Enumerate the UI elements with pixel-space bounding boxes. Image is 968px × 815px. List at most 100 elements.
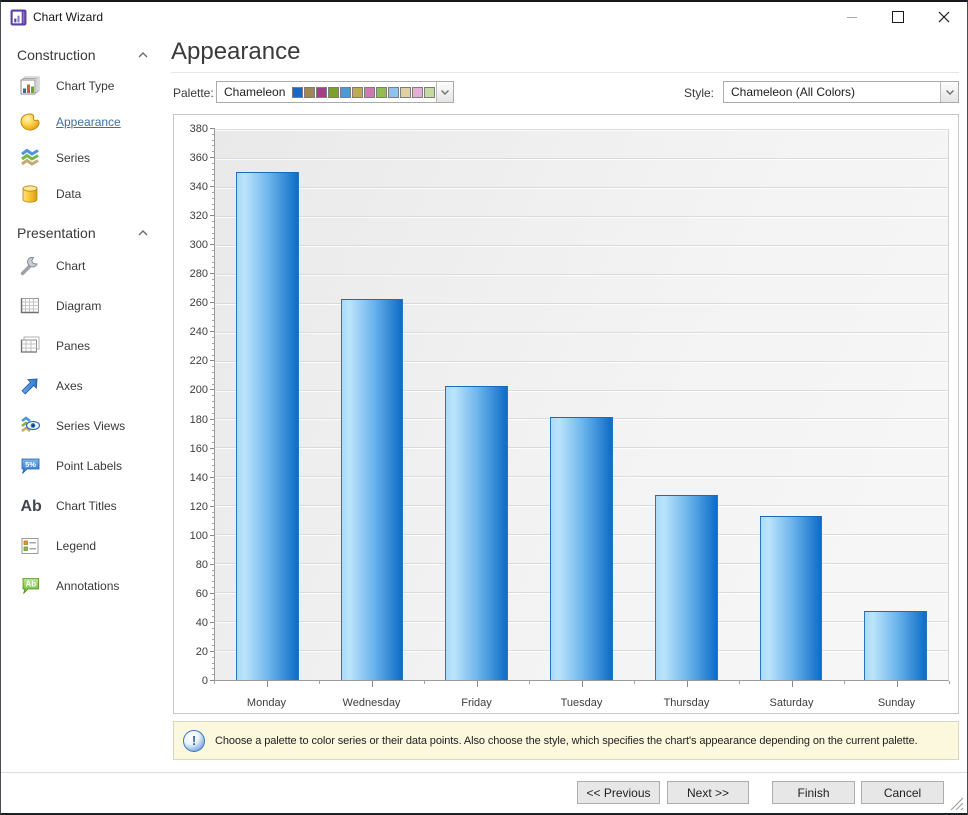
y-tick-label: 200 [189, 384, 208, 397]
y-major-tick [210, 244, 215, 246]
y-minor-tick [212, 267, 215, 269]
x-minor-tick [214, 681, 215, 684]
gridline [215, 360, 948, 362]
palette-swatch [364, 86, 376, 98]
sidebar-item-panes[interactable]: Panes [3, 326, 163, 366]
info-bar: ! Choose a palette to color series or th… [173, 721, 959, 760]
sidebar-item-series[interactable]: Series [3, 140, 163, 176]
y-major-tick [210, 157, 215, 159]
gridline [215, 186, 948, 188]
y-tick-label: 140 [189, 471, 208, 484]
previous-button[interactable]: << Previous [577, 781, 660, 804]
gridline [215, 129, 948, 130]
x-minor-tick [424, 681, 425, 684]
chevron-down-icon [945, 89, 954, 95]
sidebar-item-data[interactable]: Data [3, 176, 163, 212]
x-minor-tick [634, 681, 635, 684]
y-minor-tick [212, 453, 215, 455]
y-minor-tick [212, 290, 215, 292]
resize-grip-icon[interactable] [950, 797, 964, 811]
series-views-eye-icon [17, 413, 43, 439]
sidebar-item-appearance[interactable]: Appearance [3, 104, 163, 140]
y-minor-tick [212, 587, 215, 589]
style-dropdown[interactable]: Chameleon (All Colors) [723, 81, 959, 103]
y-minor-tick [212, 343, 215, 344]
gridline [215, 331, 948, 333]
y-minor-tick [212, 575, 215, 577]
palette-swatch [340, 86, 352, 98]
data-cylinder-icon [17, 181, 43, 207]
y-minor-tick [212, 406, 215, 408]
y-minor-tick [212, 662, 215, 664]
palette-swatch [376, 86, 388, 98]
y-tick-label: 100 [189, 529, 208, 542]
sidebar-item-series-views[interactable]: Series Views [3, 406, 163, 446]
y-major-tick [210, 302, 215, 304]
y-minor-tick [212, 261, 215, 263]
sidebar-item-label: Point Labels [56, 459, 123, 473]
sidebar-item-diagram[interactable]: Diagram [3, 286, 163, 326]
y-minor-tick [212, 616, 215, 618]
style-dropdown-button[interactable] [940, 82, 958, 102]
gridline [215, 244, 948, 246]
category-slot [739, 130, 844, 680]
sidebar-item-chart-titles[interactable]: Ab Chart Titles [3, 486, 163, 526]
y-minor-tick [212, 540, 215, 542]
cancel-button[interactable]: Cancel [861, 781, 944, 804]
y-minor-tick [212, 465, 215, 467]
x-major-tick [896, 681, 898, 687]
sidebar-item-axes[interactable]: Axes [3, 366, 163, 406]
diagram-grid-icon [17, 293, 43, 319]
style-label: Style: [684, 86, 715, 100]
y-minor-tick [212, 372, 215, 374]
y-minor-tick [212, 494, 215, 496]
y-major-tick [210, 273, 215, 275]
next-button[interactable]: Next >> [667, 781, 749, 804]
sidebar-item-point-labels[interactable]: 5% Point Labels [3, 446, 163, 486]
gridline [215, 273, 948, 275]
x-major-tick [266, 681, 268, 687]
y-minor-tick [212, 180, 215, 182]
bar-sunday [864, 610, 928, 680]
sidebar-item-annotations[interactable]: Ab Annotations [3, 566, 163, 606]
palette-swatch [328, 86, 340, 98]
y-minor-tick [212, 610, 215, 612]
minimize-button[interactable] [829, 2, 875, 32]
x-major-tick [581, 681, 583, 687]
y-major-tick [210, 360, 215, 362]
sidebar-item-label: Panes [56, 339, 91, 353]
y-tick-label: 80 [195, 558, 208, 571]
y-minor-tick [212, 238, 215, 240]
x-axis-labels: Monday Wednesday Friday Tuesday Thursday Satu… [214, 697, 949, 709]
sidebar-item-legend[interactable]: Legend [3, 526, 163, 566]
section-header-presentation[interactable]: Presentation [3, 212, 163, 246]
y-minor-tick [212, 226, 215, 228]
sidebar-item-label: Annotations [56, 579, 120, 593]
palette-dropdown-button[interactable] [436, 82, 453, 102]
y-minor-tick [212, 284, 215, 286]
finish-button[interactable]: Finish [772, 781, 855, 804]
y-minor-tick [212, 191, 215, 193]
close-button[interactable] [921, 2, 967, 32]
y-minor-tick [212, 319, 215, 321]
sidebar-item-chart[interactable]: Chart [3, 246, 163, 286]
section-header-construction[interactable]: Construction [3, 34, 163, 68]
y-minor-tick [212, 441, 215, 443]
y-axis-labels: 0 20 40 60 80 100 120 140 160 180 200 220 240 260 280 3… [174, 123, 208, 687]
sidebar-item-chart-type[interactable]: Chart Type [3, 68, 163, 104]
axes-arrow-icon [17, 373, 43, 399]
y-minor-tick [212, 395, 215, 397]
chart-titles-ab-icon: Ab [17, 493, 43, 519]
y-major-tick [210, 331, 215, 333]
y-minor-tick [212, 435, 215, 437]
y-axis-ticks [208, 128, 215, 681]
y-minor-tick [212, 459, 215, 461]
x-axis-ticks [214, 681, 950, 688]
wrench-icon [17, 253, 43, 279]
maximize-button[interactable] [875, 2, 921, 32]
svg-text:Ab: Ab [25, 580, 36, 589]
palette-swatch [388, 86, 400, 98]
category-slot [529, 130, 634, 680]
palette-dropdown[interactable]: Chameleon [216, 81, 454, 103]
x-tick-label: Saturday [769, 697, 814, 709]
